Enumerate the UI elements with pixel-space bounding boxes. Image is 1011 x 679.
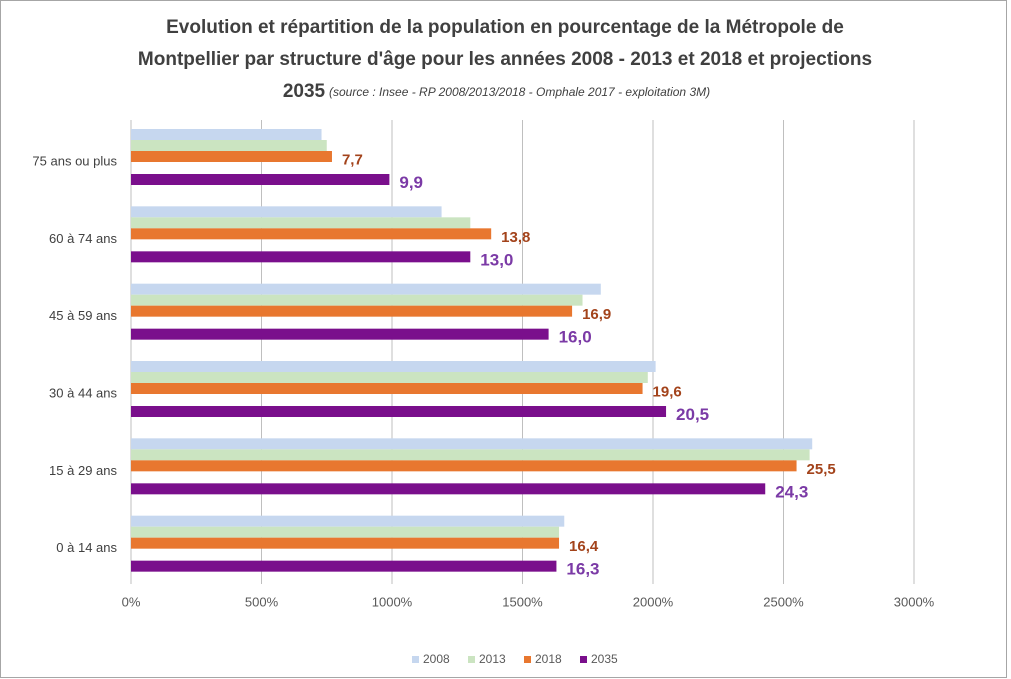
bar [131, 361, 656, 372]
data-label: 19,6 [653, 383, 682, 400]
data-label: 24,3 [775, 482, 808, 501]
x-tick-label: 1000% [372, 594, 413, 609]
x-tick-label: 2500% [763, 594, 804, 609]
legend-swatch [412, 656, 419, 663]
legend-swatch [580, 656, 587, 663]
data-label: 25,5 [807, 461, 836, 478]
bar [131, 251, 471, 263]
x-tick-label: 1500% [502, 594, 543, 609]
bar [131, 328, 549, 340]
bar [131, 174, 390, 185]
bar [131, 526, 560, 538]
x-tick-label: 500% [245, 594, 279, 609]
data-label: 16,3 [566, 560, 599, 579]
legend-label: 2018 [535, 652, 562, 666]
bar [131, 515, 565, 527]
data-label: 7,7 [342, 151, 363, 168]
legend-label: 2035 [591, 652, 618, 666]
y-tick-label: 15 à 29 ans [49, 463, 117, 478]
bar [131, 217, 471, 229]
data-label: 20,5 [676, 405, 709, 424]
bar [131, 140, 327, 151]
y-tick-label: 0 à 14 ans [56, 540, 117, 555]
x-tick-label: 3000% [894, 594, 935, 609]
legend-swatch [468, 656, 475, 663]
bar [131, 537, 560, 549]
y-tick-label: 30 à 44 ans [49, 385, 117, 400]
chart-title: 2035 [283, 81, 326, 102]
bar [131, 449, 810, 461]
data-label: 16,0 [559, 328, 592, 347]
bar [131, 383, 643, 394]
chart-subtitle: (source : Insee - RP 2008/2013/2018 - Om… [329, 85, 710, 99]
y-tick-label: 75 ans ou plus [32, 153, 117, 168]
bar [131, 560, 557, 572]
y-tick-label: 45 à 59 ans [49, 308, 117, 323]
bar [131, 294, 583, 306]
bar [131, 206, 442, 218]
chart-title: Evolution et répartition de la populatio… [166, 17, 844, 38]
legend-label: 2008 [423, 652, 450, 666]
x-tick-label: 2000% [633, 594, 674, 609]
bar [131, 460, 797, 472]
chart-title: Montpellier par structure d'âge pour les… [138, 49, 872, 70]
bar [131, 406, 667, 417]
data-label: 9,9 [399, 173, 423, 192]
bar [131, 372, 648, 383]
bar [131, 305, 573, 317]
y-tick-label: 60 à 74 ans [49, 231, 117, 246]
data-label: 13,0 [480, 250, 513, 269]
data-label: 16,4 [569, 538, 599, 555]
bar [131, 283, 601, 295]
legend-label: 2013 [479, 652, 506, 666]
bar [131, 438, 813, 450]
legend-swatch [524, 656, 531, 663]
bar [131, 228, 492, 240]
x-tick-label: 0% [122, 594, 141, 609]
data-label: 16,9 [582, 306, 611, 323]
bar [131, 151, 332, 162]
bar [131, 129, 322, 140]
data-label: 13,8 [501, 229, 530, 246]
bar [131, 483, 766, 495]
